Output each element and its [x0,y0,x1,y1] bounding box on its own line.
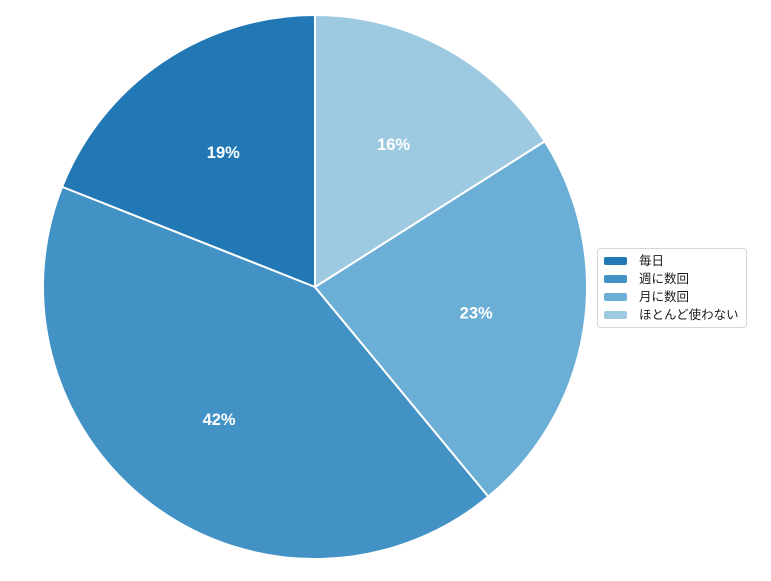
legend-item: 週に数回 [604,270,740,288]
legend-item: 毎日 [604,252,740,270]
legend-swatch-0 [604,257,627,265]
legend-item: 月に数回 [604,288,740,306]
pie-slice-label-3: 16% [377,136,410,154]
pie-slice-label-1: 42% [203,411,236,429]
pie-slice-0 [61,14,316,288]
legend: 毎日 週に数回 月に数回 ほとんど使わない [597,248,747,328]
pie-slice-label-0: 19% [207,144,240,162]
pie-slice-2 [314,140,588,498]
legend-label: 毎日 [639,253,665,268]
legend-label: 月に数回 [639,289,690,304]
legend-swatch-3 [604,311,627,319]
legend-label: ほとんど使わない [639,307,739,322]
pie-slice-label-2: 23% [460,305,493,323]
legend-item: ほとんど使わない [604,306,740,324]
legend-swatch-2 [604,293,627,301]
pie-slice-3 [314,14,546,288]
pie-slice-1 [42,185,490,560]
legend-swatch-1 [604,275,627,283]
legend-label: 週に数回 [639,271,690,286]
